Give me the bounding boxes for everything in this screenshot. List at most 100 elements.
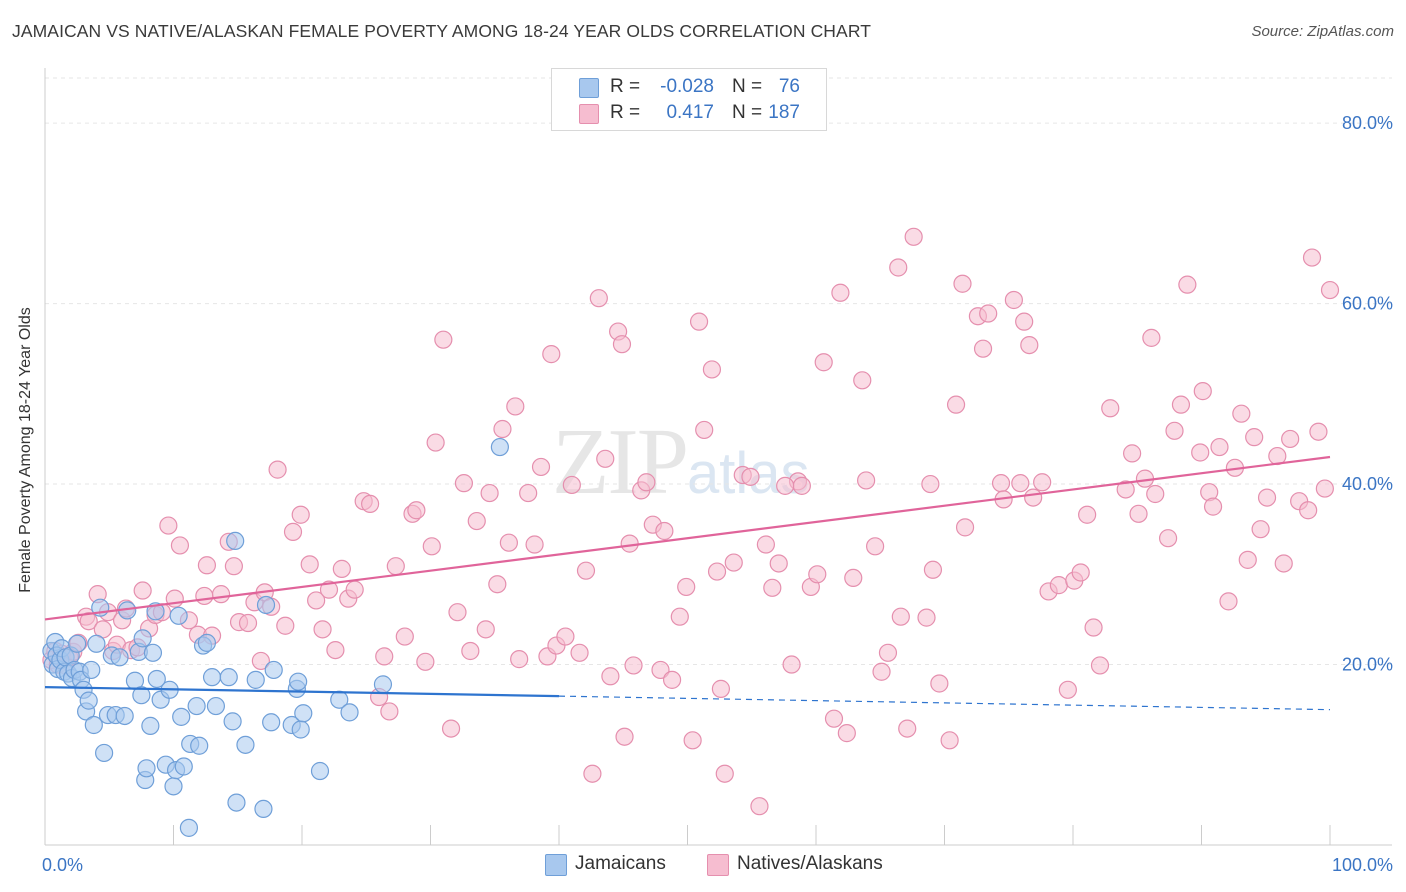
jamaicans-point [294,704,313,723]
jamaicans-trend-line [44,685,560,698]
natives-alaskans-point [1245,428,1264,447]
natives-alaskans-point [589,289,608,308]
legend-row-jamaicans: R = -0.028 N = 76 [552,76,826,100]
natives-alaskans-point [940,731,959,750]
natives-alaskans-point [251,651,270,671]
legend-label-natives-alaskans: Natives/Alaskans [737,853,883,874]
natives-alaskans-point [211,585,231,604]
natives-alaskans-point [756,535,775,554]
jamaicans-point [143,643,163,662]
natives-alaskans-point [426,433,445,452]
natives-alaskans-point [170,536,190,555]
natives-alaskans-point [1238,550,1257,569]
jamaicans-point [84,715,103,735]
natives-alaskans-point [1084,618,1103,637]
natives-alaskans-point [921,474,940,494]
natives-alaskans-point [133,581,152,600]
natives-alaskans-point [707,562,727,581]
natives-alaskans-point [499,533,518,552]
natives-alaskans-point [386,557,405,576]
jamaicans-point [190,736,209,755]
legend-r-value: -0.028 [660,76,714,97]
legend-swatch-natives-alaskans [707,854,729,876]
axis-layer [44,68,1392,846]
natives-alaskans-point [792,476,811,495]
natives-alaskans-point [1178,275,1197,294]
legend-swatch-natives-alaskans [579,104,599,124]
natives-alaskans-point [824,709,844,728]
natives-alaskans-point [195,586,214,606]
jamaicans-point [291,720,310,739]
natives-alaskans-point [441,719,461,738]
natives-alaskans-point [493,419,512,439]
natives-alaskans-point [741,467,760,486]
jamaicans-point [179,818,199,837]
natives-alaskans-point [480,483,499,503]
natives-alaskans-point [1171,395,1191,414]
natives-alaskans-point [570,643,589,662]
x-tick-label: 100.0% [1332,855,1393,875]
natives-alaskans-point [844,568,863,588]
natives-alaskans-point [889,258,908,277]
natives-alaskans-point [1101,399,1120,418]
legend-swatch-jamaicans [579,78,599,98]
natives-alaskans-point [434,330,453,349]
natives-alaskans-point [313,620,332,639]
jamaicans-point [310,761,330,781]
natives-alaskans-point [776,476,795,495]
legend-n-value: 76 [778,76,800,97]
y-axis-title: Female Poverty Among 18-24 Year Olds [17,307,34,593]
natives-alaskans-point [837,724,856,743]
jamaicans-point [206,696,226,716]
jamaicans-trend-line-extrapolated [558,695,1331,711]
natives-alaskans-point [624,656,643,675]
jamaicans-point [147,669,166,689]
natives-alaskans-point [930,674,949,693]
jamaicans-point [169,606,188,625]
natives-alaskans-point [782,655,801,674]
jamaicans-point [68,634,87,653]
natives-alaskans-point [715,764,734,783]
natives-alaskans-point [380,702,399,721]
natives-alaskans-point [1315,479,1334,498]
natives-alaskans-point [1219,592,1238,611]
natives-alaskans-point [1281,429,1300,449]
jamaicans-point [227,793,246,812]
natives-alaskans-point [923,560,943,579]
legend-r-label: R = [610,76,641,97]
natives-alaskans-point [615,727,634,746]
jamaicans-point [223,712,242,731]
natives-alaskans-point [422,537,441,556]
natives-alaskans-point [1232,404,1251,423]
natives-alaskans-point [991,474,1011,493]
natives-alaskans-point [562,475,581,495]
natives-alaskans-point [375,647,394,666]
y-axis-title-wrap: Female Poverty Among 18-24 Year Olds [6,150,46,750]
natives-alaskans-point [291,505,310,524]
legend-label-jamaicans: Jamaicans [575,853,666,874]
jamaicans-point [340,703,359,722]
natives-alaskans-point [1193,382,1212,401]
natives-alaskans-point [1020,335,1039,355]
natives-alaskans-point [476,620,495,639]
jamaicans-point [164,777,183,796]
natives-alaskans-point [1165,421,1184,440]
natives-alaskans-point [224,557,243,576]
jamaicans-points [42,437,509,837]
jamaicans-point [289,672,308,691]
natives-alaskans-point [1123,444,1142,463]
y-tick-label: 40.0% [1342,474,1393,494]
natives-alaskans-point [361,494,380,514]
natives-alaskans-point [763,578,782,597]
jamaicans-point [219,668,238,687]
natives-alaskans-point [689,312,709,331]
natives-alaskans-point [1302,248,1322,267]
natives-alaskans-point [814,353,833,372]
natives-alaskans-point [556,627,575,646]
natives-alaskans-point [1004,290,1023,310]
natives-alaskans-point [1309,422,1328,441]
zipatlas-watermark: ZIPatlas [552,408,810,516]
natives-alaskans-point [1090,656,1110,675]
natives-alaskans-point [1158,529,1178,548]
natives-alaskans-point [904,227,923,246]
